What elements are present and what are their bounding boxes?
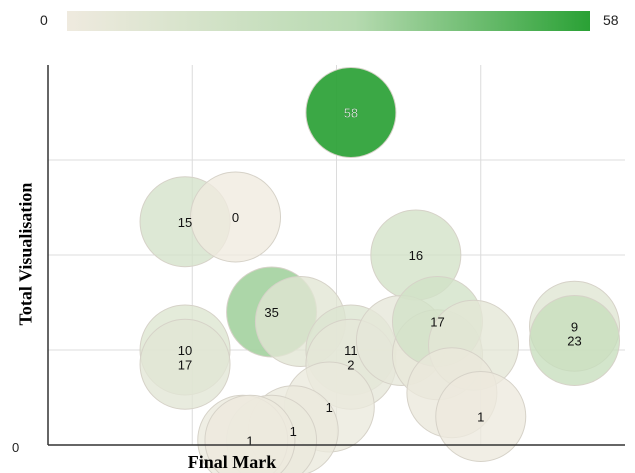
bubble-label: 23 [567, 334, 581, 349]
legend-min-label: 0 [40, 12, 48, 28]
bubble[interactable] [529, 295, 621, 386]
bubble-label: 1 [326, 400, 333, 415]
y-tick-label: 0 [12, 440, 20, 455]
bubble-label: 9 [571, 319, 578, 334]
bubble-label: 0 [232, 210, 239, 225]
bubble-label: 2 [347, 357, 354, 372]
legend-max-label: 58 [603, 12, 619, 28]
bubble-label: 1 [246, 433, 253, 448]
bubble-label: 10 [178, 343, 192, 358]
bubble-label: 16 [409, 248, 423, 263]
bubble[interactable] [190, 171, 282, 263]
x-axis-title: Final Mark [187, 452, 277, 472]
bubble-label: 1 [290, 424, 297, 439]
bubble-label: 11 [344, 343, 358, 358]
bubble-label: 35 [264, 305, 278, 320]
y-axis-title: Total Visualisation [15, 182, 36, 326]
bubble-label: 1 [477, 410, 484, 425]
color-scale-bar [67, 11, 590, 31]
bubble-label: 17 [178, 357, 192, 372]
bubble[interactable] [139, 318, 231, 410]
bubble[interactable] [305, 67, 397, 158]
bubble-label: 58 [344, 106, 358, 121]
bubble-label: 17 [430, 315, 444, 330]
bubble[interactable] [204, 394, 296, 473]
bubble-label: 15 [178, 215, 192, 230]
bubble[interactable] [435, 371, 527, 462]
